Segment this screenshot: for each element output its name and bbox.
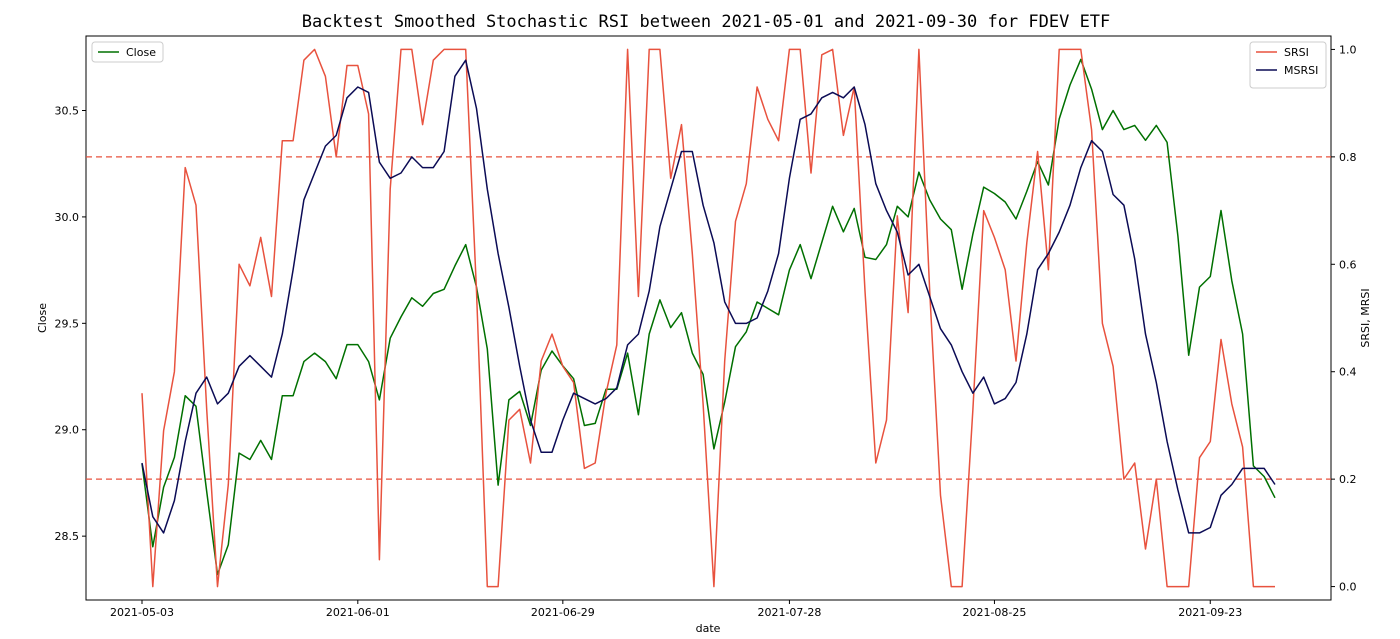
right-y-tick-label: 1.0 xyxy=(1339,43,1357,56)
x-tick-label: 2021-05-03 xyxy=(110,606,174,619)
right-y-tick-label: 0.4 xyxy=(1339,366,1357,379)
x-axis-label: date xyxy=(696,622,721,635)
series-line-close xyxy=(141,58,1276,576)
right-y-tick-label: 0.2 xyxy=(1339,473,1357,486)
legend-entry-close: Close xyxy=(126,46,156,59)
x-tick-label: 2021-06-01 xyxy=(326,606,390,619)
chart-title: Backtest Smoothed Stochastic RSI between… xyxy=(302,12,1111,32)
x-tick-label: 2021-06-29 xyxy=(531,606,595,619)
right-y-tick-label: 0.8 xyxy=(1339,151,1357,164)
right-y-tick-label: 0.6 xyxy=(1339,258,1357,271)
left-y-tick-label: 30.0 xyxy=(55,211,80,224)
right-y-axis-label: SRSI, MRSI xyxy=(1359,288,1372,347)
left-y-tick-label: 30.5 xyxy=(55,104,80,117)
right-y-axis: 0.0 0.2 0.4 0.6 0.8 1.0 xyxy=(1331,43,1357,594)
series-line-msrsi xyxy=(141,59,1276,534)
right-y-tick-label: 0.0 xyxy=(1339,581,1357,594)
legend-entry-msrsi: MSRSI xyxy=(1284,64,1318,77)
legend-close: Close xyxy=(91,41,164,63)
left-y-tick-label: 29.0 xyxy=(55,424,80,437)
x-axis: 2021-05-03 2021-06-01 2021-06-29 2021-07-28… xyxy=(110,600,1242,619)
x-tick-label: 2021-08-25 xyxy=(962,606,1026,619)
left-y-axis: 28.5 29.0 29.5 30.0 30.5 xyxy=(55,104,86,543)
legend-entry-srsi: SRSI xyxy=(1284,46,1309,59)
x-tick-label: 2021-09-23 xyxy=(1178,606,1242,619)
left-y-tick-label: 28.5 xyxy=(55,530,80,543)
series-layer xyxy=(141,48,1276,588)
legend-box xyxy=(91,41,164,63)
left-y-tick-label: 29.5 xyxy=(55,317,80,330)
legend-box xyxy=(1249,41,1327,89)
plot-frame xyxy=(85,35,1332,601)
series-line-srsi xyxy=(141,48,1275,588)
left-y-axis-label: Close xyxy=(36,303,49,333)
threshold-lines xyxy=(86,156,1331,480)
legend-srsi-msrsi: SRSI MSRSI xyxy=(1249,41,1327,89)
x-tick-label: 2021-07-28 xyxy=(757,606,821,619)
